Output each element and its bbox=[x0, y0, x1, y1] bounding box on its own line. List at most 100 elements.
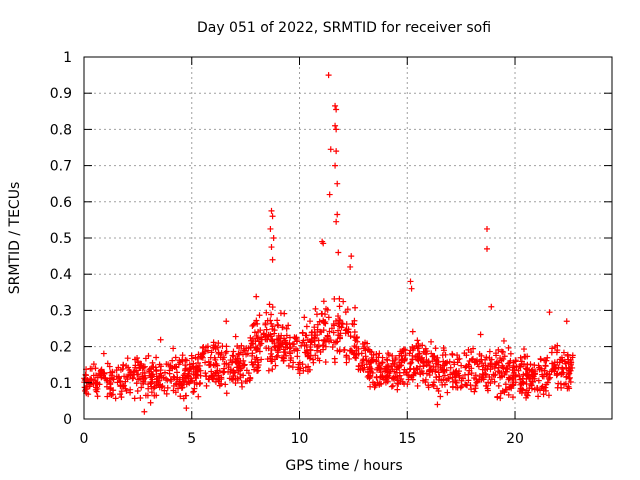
y-tick-label: 0.5 bbox=[50, 231, 72, 247]
data-point bbox=[418, 368, 425, 375]
data-point bbox=[140, 376, 147, 383]
data-point bbox=[120, 362, 127, 369]
data-point bbox=[419, 342, 426, 349]
data-point bbox=[569, 352, 576, 359]
data-point bbox=[253, 354, 260, 361]
data-point bbox=[559, 366, 566, 373]
data-point bbox=[487, 361, 494, 368]
data-point bbox=[159, 382, 166, 389]
data-point bbox=[286, 340, 293, 347]
data-point bbox=[299, 329, 306, 336]
data-point bbox=[444, 389, 451, 396]
data-point bbox=[247, 374, 254, 381]
data-point bbox=[391, 361, 398, 368]
data-point bbox=[204, 343, 211, 350]
data-point bbox=[153, 382, 160, 389]
data-point bbox=[300, 367, 307, 374]
data-point bbox=[331, 359, 338, 366]
data-point bbox=[355, 350, 362, 357]
data-point bbox=[135, 358, 142, 365]
data-point bbox=[285, 322, 292, 329]
data-point bbox=[117, 366, 124, 373]
data-point bbox=[320, 298, 327, 305]
data-point bbox=[365, 372, 372, 379]
data-point bbox=[345, 329, 352, 336]
data-point bbox=[269, 213, 276, 220]
data-point bbox=[498, 348, 505, 355]
data-point bbox=[265, 367, 272, 374]
data-point bbox=[138, 360, 145, 367]
y-tick-label: 0.8 bbox=[50, 122, 72, 138]
data-series bbox=[81, 72, 576, 415]
chart-title: Day 051 of 2022, SRMTID for receiver sof… bbox=[197, 20, 491, 36]
data-point bbox=[268, 311, 275, 318]
data-point bbox=[486, 374, 493, 381]
data-point bbox=[402, 352, 409, 359]
data-point bbox=[173, 364, 180, 371]
data-point bbox=[553, 349, 560, 356]
data-point bbox=[383, 356, 390, 363]
y-tick-label: 0.2 bbox=[50, 340, 72, 356]
data-point bbox=[370, 351, 377, 358]
data-point bbox=[484, 225, 491, 232]
data-point bbox=[247, 334, 254, 341]
data-point bbox=[228, 376, 235, 383]
data-point bbox=[431, 352, 438, 359]
data-point bbox=[150, 363, 157, 370]
data-point bbox=[351, 328, 358, 335]
data-point bbox=[462, 381, 469, 388]
data-point bbox=[283, 325, 290, 332]
data-point bbox=[330, 329, 337, 336]
data-point bbox=[315, 343, 322, 350]
data-point bbox=[243, 345, 250, 352]
data-point bbox=[295, 364, 302, 371]
data-point bbox=[404, 371, 411, 378]
data-point bbox=[287, 349, 294, 356]
data-point bbox=[164, 384, 171, 391]
data-point bbox=[333, 218, 340, 225]
data-point bbox=[408, 285, 415, 292]
data-point bbox=[451, 361, 458, 368]
data-point bbox=[482, 382, 489, 389]
data-point bbox=[318, 329, 325, 336]
data-point bbox=[336, 303, 343, 310]
data-point bbox=[498, 357, 505, 364]
data-point bbox=[208, 374, 215, 381]
data-point bbox=[449, 378, 456, 385]
data-point bbox=[368, 365, 375, 372]
data-point bbox=[409, 343, 416, 350]
data-point bbox=[92, 365, 99, 372]
data-point bbox=[442, 359, 449, 366]
data-point bbox=[340, 298, 347, 305]
data-point bbox=[271, 356, 278, 363]
data-point bbox=[266, 301, 273, 308]
data-point bbox=[453, 372, 460, 379]
data-point bbox=[208, 349, 215, 356]
data-point bbox=[447, 371, 454, 378]
data-point bbox=[335, 313, 342, 320]
data-point bbox=[219, 343, 226, 350]
data-point bbox=[384, 366, 391, 373]
data-point bbox=[127, 371, 134, 378]
data-point bbox=[183, 405, 190, 412]
data-point bbox=[118, 394, 125, 401]
data-point bbox=[199, 344, 206, 351]
data-point bbox=[561, 381, 568, 388]
data-point bbox=[467, 382, 474, 389]
data-point bbox=[197, 372, 204, 379]
data-point bbox=[215, 372, 222, 379]
data-point bbox=[190, 389, 197, 396]
data-point bbox=[357, 367, 364, 374]
data-point bbox=[87, 375, 94, 382]
data-point bbox=[223, 318, 230, 325]
data-point bbox=[327, 146, 334, 153]
data-point bbox=[303, 332, 310, 339]
data-point bbox=[465, 371, 472, 378]
data-point bbox=[430, 364, 437, 371]
data-point bbox=[269, 304, 276, 311]
data-point bbox=[522, 370, 529, 377]
data-point bbox=[564, 385, 571, 392]
data-point bbox=[263, 326, 270, 333]
data-point bbox=[486, 348, 493, 355]
data-point bbox=[535, 393, 542, 400]
